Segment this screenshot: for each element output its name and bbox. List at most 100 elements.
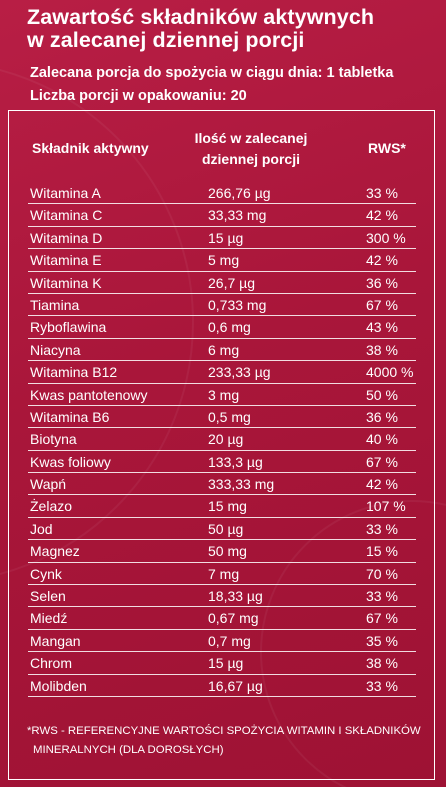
ingredient-amount: 50 mg xyxy=(208,543,247,560)
table-row: Witamina E 5 mg 42 % xyxy=(28,249,416,272)
ingredient-name: Magnez xyxy=(30,543,80,560)
ingredient-rws: 67 % xyxy=(366,296,398,313)
page-title: Zawartość składników aktywnych w zalecan… xyxy=(27,6,437,52)
ingredient-rws: 33 % xyxy=(366,520,398,537)
ingredient-amount: 7 mg xyxy=(208,565,240,582)
ingredient-rws: 35 % xyxy=(366,632,398,649)
ingredient-name: Kwas foliowy xyxy=(30,453,111,470)
footnote-line-2: MINERALNYCH (DLA DOROSŁYCH) xyxy=(33,744,224,756)
ingredient-amount: 133,3 µg xyxy=(208,453,263,470)
ingredient-amount: 5 mg xyxy=(208,252,240,269)
table-row: Witamina A 266,76 µg 33 % xyxy=(28,182,416,205)
ingredient-name: Witamina B12 xyxy=(30,364,118,381)
ingredient-amount: 6 mg xyxy=(208,341,240,358)
ingredient-name: Żelazo xyxy=(30,498,73,515)
table-frame xyxy=(8,110,435,780)
ingredient-rws: 43 % xyxy=(366,319,398,336)
ingredient-rws: 38 % xyxy=(366,341,398,358)
ingredient-rws: 38 % xyxy=(366,655,398,672)
ingredient-name: Selen xyxy=(30,588,66,605)
ingredient-rws: 42 % xyxy=(366,207,398,224)
table-row: Żelazo 15 mg 107 % xyxy=(28,495,416,518)
ingredient-rws: 40 % xyxy=(366,431,398,448)
table-row: Witamina D 15 µg 300 % xyxy=(28,227,416,250)
ingredient-name: Niacyna xyxy=(30,341,81,358)
table-row: Witamina B6 0,5 mg 36 % xyxy=(28,406,416,429)
table-row: Tiamina 0,733 mg 67 % xyxy=(28,294,416,317)
ingredient-name: Witamina B6 xyxy=(30,408,110,425)
ingredient-amount: 18,33 µg xyxy=(208,588,263,605)
title-line-1: Zawartość składników aktywnych xyxy=(27,5,375,29)
ingredient-name: Mangan xyxy=(30,632,81,649)
ingredient-amount: 16,67 µg xyxy=(208,677,263,694)
ingredient-name: Jod xyxy=(30,520,53,537)
ingredient-name: Biotyna xyxy=(30,431,77,448)
ingredient-amount: 233,33 µg xyxy=(208,364,271,381)
ingredient-name: Chrom xyxy=(30,655,73,672)
ingredient-name: Witamina D xyxy=(30,229,103,246)
ingredient-amount: 266,76 µg xyxy=(208,185,271,201)
ingredient-name: Cynk xyxy=(30,565,62,582)
table-row: Kwas foliowy 133,3 µg 67 % xyxy=(28,451,416,474)
ingredient-name: Kwas pantotenowy xyxy=(30,386,148,403)
table-row: Ryboflawina 0,6 mg 43 % xyxy=(28,316,416,339)
ingredient-amount: 0,5 mg xyxy=(208,408,251,425)
ingredient-name: Witamina E xyxy=(30,252,102,269)
column-header-amount-line-2: dziennej porcji xyxy=(201,151,300,167)
footnote: *RWS - REFERENCYJNE WARTOŚCI SPOŻYCIA WI… xyxy=(27,722,422,760)
ingredient-name: Witamina A xyxy=(30,185,101,201)
ingredient-rws: 300 % xyxy=(366,229,406,246)
table-row: Biotyna 20 µg 40 % xyxy=(28,428,416,451)
ingredient-amount: 0,6 mg xyxy=(208,319,251,336)
ingredient-name: Tiamina xyxy=(30,296,80,313)
title-line-2: w zalecanej dziennej porcji xyxy=(27,28,305,52)
table-row: Kwas pantotenowy 3 mg 50 % xyxy=(28,384,416,406)
ingredient-amount: 50 µg xyxy=(208,520,244,537)
ingredient-rws: 33 % xyxy=(366,185,398,201)
ingredient-rws: 67 % xyxy=(366,453,398,470)
ingredient-rws: 36 % xyxy=(366,274,398,291)
column-header-amount-line-1: Ilość w zalecanej xyxy=(194,130,308,146)
ingredient-rws: 67 % xyxy=(366,610,398,627)
ingredient-amount: 0,67 mg xyxy=(208,610,259,627)
ingredients-table: Witamina A 266,76 µg 33 % Witamina C 33,33 m… xyxy=(28,182,416,697)
column-header-ingredient: Składnik aktywny xyxy=(32,140,149,156)
ingredient-name: Miedź xyxy=(30,610,68,627)
ingredient-amount: 15 µg xyxy=(208,655,244,672)
ingredient-rws: 50 % xyxy=(366,386,398,403)
ingredient-rws: 33 % xyxy=(366,677,398,694)
footnote-line-1: *RWS - REFERENCYJNE WARTOŚCI SPOŻYCIA WI… xyxy=(27,725,421,737)
column-header-rws: RWS* xyxy=(368,140,406,156)
ingredient-rws: 15 % xyxy=(366,543,398,560)
table-row: Selen 18,33 µg 33 % xyxy=(28,585,416,608)
ingredient-rws: 36 % xyxy=(366,408,398,425)
table-row: Chrom 15 µg 38 % xyxy=(28,652,416,675)
ingredient-amount: 3 mg xyxy=(208,386,240,403)
table-row: Witamina C 33,33 mg 42 % xyxy=(28,204,416,227)
ingredient-name: Wapń xyxy=(30,476,67,493)
ingredient-amount: 0,733 mg xyxy=(208,296,267,313)
ingredient-rws: 70 % xyxy=(366,565,398,582)
ingredient-name: Witamina C xyxy=(30,207,103,224)
ingredient-rws: 33 % xyxy=(366,588,398,605)
table-row: Witamina K 26,7 µg 36 % xyxy=(28,272,416,294)
table-row: Molibden 16,67 µg 33 % xyxy=(28,675,416,697)
ingredient-rws: 4000 % xyxy=(366,364,414,381)
ingredient-amount: 33,33 mg xyxy=(208,207,267,224)
ingredient-name: Ryboflawina xyxy=(30,319,107,336)
ingredient-rws: 42 % xyxy=(366,476,398,493)
servings-per-pack-text: Liczba porcji w opakowaniu: 20 xyxy=(30,88,247,104)
ingredient-rws: 107 % xyxy=(366,498,406,515)
table-row: Niacyna 6 mg 38 % xyxy=(28,339,416,362)
table-row: Wapń 333,33 mg 42 % xyxy=(28,473,416,496)
table-row: Mangan 0,7 mg 35 % xyxy=(28,630,416,653)
table-row: Cynk 7 mg 70 % xyxy=(28,563,416,586)
serving-size-text: Zalecana porcja do spożycia w ciągu dnia… xyxy=(30,65,394,81)
ingredient-amount: 15 µg xyxy=(208,229,244,246)
ingredient-amount: 333,33 mg xyxy=(208,476,275,493)
ingredient-amount: 15 mg xyxy=(208,498,247,515)
table-row: Jod 50 µg 33 % xyxy=(28,518,416,541)
ingredient-name: Molibden xyxy=(30,677,87,694)
ingredient-amount: 20 µg xyxy=(208,431,244,448)
